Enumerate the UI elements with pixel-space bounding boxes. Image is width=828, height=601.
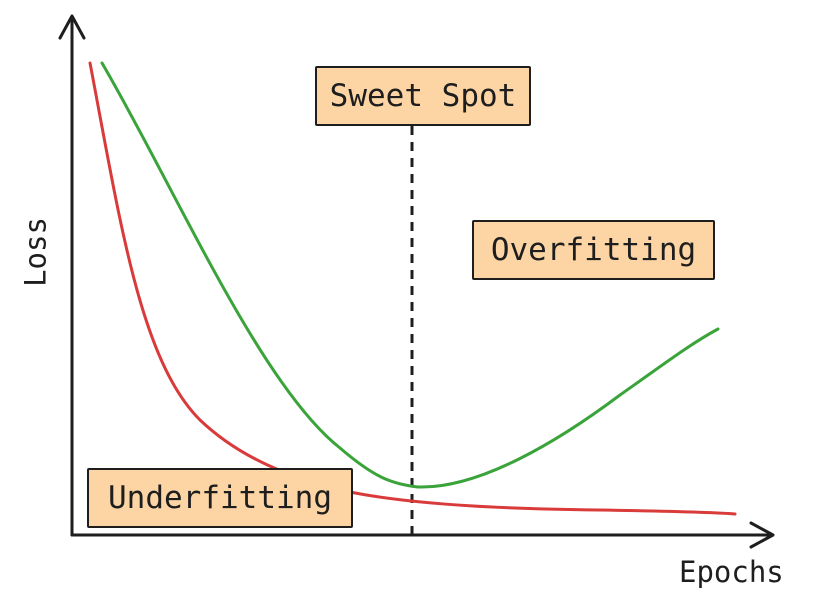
y-axis-label: Loss: [18, 217, 53, 287]
validation-loss-curve: [100, 61, 720, 489]
overfitting-label: Overfitting: [472, 220, 715, 280]
y-axis-arrowhead: [58, 14, 86, 40]
x-axis-arrowhead: [749, 521, 775, 549]
x-axis-label: Epochs: [679, 555, 784, 589]
sweet-spot-label: Sweet Spot: [315, 66, 531, 126]
underfitting-label: Underfitting: [87, 468, 353, 528]
